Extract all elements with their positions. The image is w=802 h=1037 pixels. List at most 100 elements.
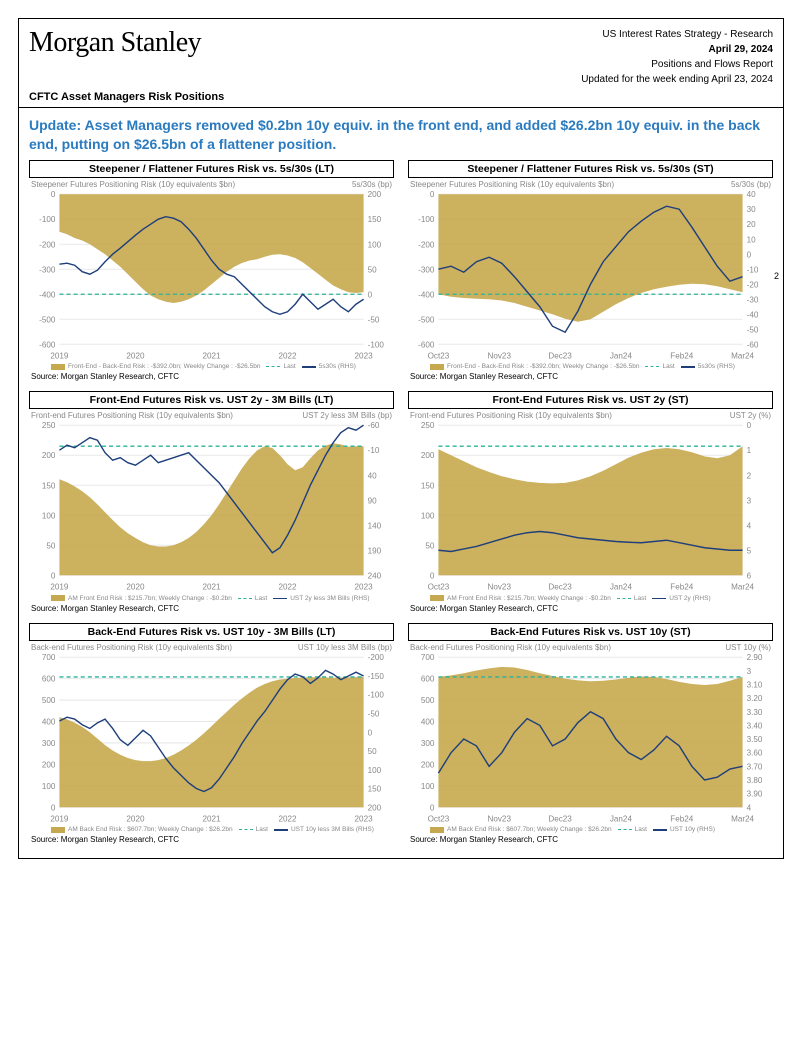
svg-text:2020: 2020 [126,814,145,823]
left-axis-label: Front-end Futures Positioning Risk (10y … [410,411,612,420]
svg-text:0: 0 [747,250,752,259]
left-axis-label: Steepener Futures Positioning Risk (10y … [410,180,614,189]
svg-text:200: 200 [368,803,382,812]
svg-text:3: 3 [747,497,752,506]
area-series [59,194,363,303]
svg-text:0: 0 [51,572,56,581]
swatch-line-icon [653,829,667,831]
svg-text:50: 50 [368,747,378,756]
svg-text:Feb24: Feb24 [670,351,693,360]
svg-text:Feb24: Feb24 [670,583,693,592]
svg-text:2019: 2019 [50,814,69,823]
svg-text:Nov23: Nov23 [488,814,512,823]
svg-text:Mar24: Mar24 [731,351,754,360]
svg-text:400: 400 [421,717,435,726]
svg-text:20: 20 [747,220,757,229]
svg-text:Jan24: Jan24 [610,583,633,592]
chart-panel: Front-End Futures Risk vs. UST 2y (ST) F… [406,391,775,619]
chart-legend: Front-End - Back-End Risk : -$392.0bn; W… [29,362,394,370]
svg-text:-200: -200 [418,240,435,249]
updated-text: Updated for the week ending April 23, 20… [581,72,773,87]
svg-text:0: 0 [430,190,435,199]
svg-text:2021: 2021 [202,351,221,360]
svg-text:3.40: 3.40 [747,721,763,730]
svg-text:150: 150 [421,482,435,491]
svg-text:-150: -150 [368,672,385,681]
svg-text:-200: -200 [368,653,385,662]
legend-dash: Last [618,826,647,833]
svg-text:100: 100 [421,782,435,791]
left-axis-label: Steepener Futures Positioning Risk (10y … [31,180,235,189]
swatch-area-icon [430,827,444,833]
svg-text:100: 100 [421,512,435,521]
chart-panel: Back-End Futures Risk vs. UST 10y (ST) B… [406,623,775,851]
svg-text:500: 500 [42,696,56,705]
legend-area: AM Front End Risk : $215.7bn; Weekly Cha… [430,595,611,602]
svg-text:50: 50 [368,265,378,274]
svg-text:Mar24: Mar24 [731,814,754,823]
legend-area: Front-End - Back-End Risk : -$392.0bn; W… [430,363,639,370]
svg-text:190: 190 [368,547,382,556]
svg-text:5: 5 [747,547,752,556]
legend-area: Front-End - Back-End Risk : -$392.0bn; W… [51,363,260,370]
svg-text:200: 200 [42,760,56,769]
svg-text:2022: 2022 [279,814,298,823]
svg-text:1: 1 [747,447,752,456]
chart-source: Source: Morgan Stanley Research, CFTC [408,833,773,850]
svg-text:-400: -400 [39,290,56,299]
chart-wrap: Front-end Futures Positioning Risk (10y … [408,411,773,594]
legend-line: 5s30s (RHS) [302,363,356,370]
svg-text:-100: -100 [368,340,385,349]
svg-text:0: 0 [430,572,435,581]
svg-text:2020: 2020 [126,583,145,592]
svg-text:3.30: 3.30 [747,708,763,717]
svg-text:3.90: 3.90 [747,789,763,798]
svg-text:-40: -40 [747,310,759,319]
svg-text:40: 40 [368,472,378,481]
chart-title: Back-End Futures Risk vs. UST 10y - 3M B… [29,623,394,641]
svg-text:600: 600 [42,674,56,683]
svg-text:0: 0 [430,803,435,812]
header-meta: US Interest Rates Strategy - Research Ap… [581,27,773,87]
svg-text:-10: -10 [747,265,759,274]
swatch-area-icon [51,364,65,370]
svg-text:-600: -600 [39,340,56,349]
svg-text:150: 150 [42,482,56,491]
svg-text:Nov23: Nov23 [488,351,512,360]
svg-text:Nov23: Nov23 [488,583,512,592]
legend-line: UST 2y less 3M Bills (RHS) [273,595,369,602]
chart-source: Source: Morgan Stanley Research, CFTC [29,833,394,850]
svg-text:-300: -300 [418,265,435,274]
legend-dash: Last [266,363,295,370]
svg-text:-300: -300 [39,265,56,274]
header: Morgan Stanley US Interest Rates Strateg… [19,19,783,91]
svg-text:-30: -30 [747,295,759,304]
svg-text:4: 4 [747,522,752,531]
chart-svg: 0-100-200-300-400-500-600 200150100500-5… [29,180,394,363]
chart-source: Source: Morgan Stanley Research, CFTC [408,602,773,619]
chart-panel: Steepener / Flattener Futures Risk vs. 5… [406,160,775,388]
svg-text:2023: 2023 [355,583,374,592]
svg-text:Mar24: Mar24 [731,583,754,592]
area-series [438,194,742,322]
chart-legend: AM Front End Risk : $215.7bn; Weekly Cha… [408,594,773,602]
svg-text:3.20: 3.20 [747,694,763,703]
svg-text:-600: -600 [418,340,435,349]
left-axis-label: Back-end Futures Positioning Risk (10y e… [410,643,611,652]
chart-title: Steepener / Flattener Futures Risk vs. 5… [29,160,394,178]
swatch-dash-icon [266,366,280,367]
svg-text:400: 400 [42,717,56,726]
legend-dash: Last [239,826,268,833]
legend-area: AM Back End Risk : $607.7bn; Weekly Chan… [51,826,233,833]
right-axis-label: 5s/30s (bp) [731,180,771,189]
chart-svg: 250200150100500 0123456 Oct23Nov23Dec23J… [408,411,773,594]
chart-wrap: Steepener Futures Positioning Risk (10y … [408,180,773,363]
svg-text:3.70: 3.70 [747,762,763,771]
svg-text:Feb24: Feb24 [670,814,693,823]
report-name: Positions and Flows Report [581,57,773,72]
page-number: 2 [774,271,779,281]
swatch-dash-icon [239,829,253,830]
svg-text:250: 250 [421,422,435,431]
svg-text:10: 10 [747,235,757,244]
svg-text:30: 30 [747,205,757,214]
